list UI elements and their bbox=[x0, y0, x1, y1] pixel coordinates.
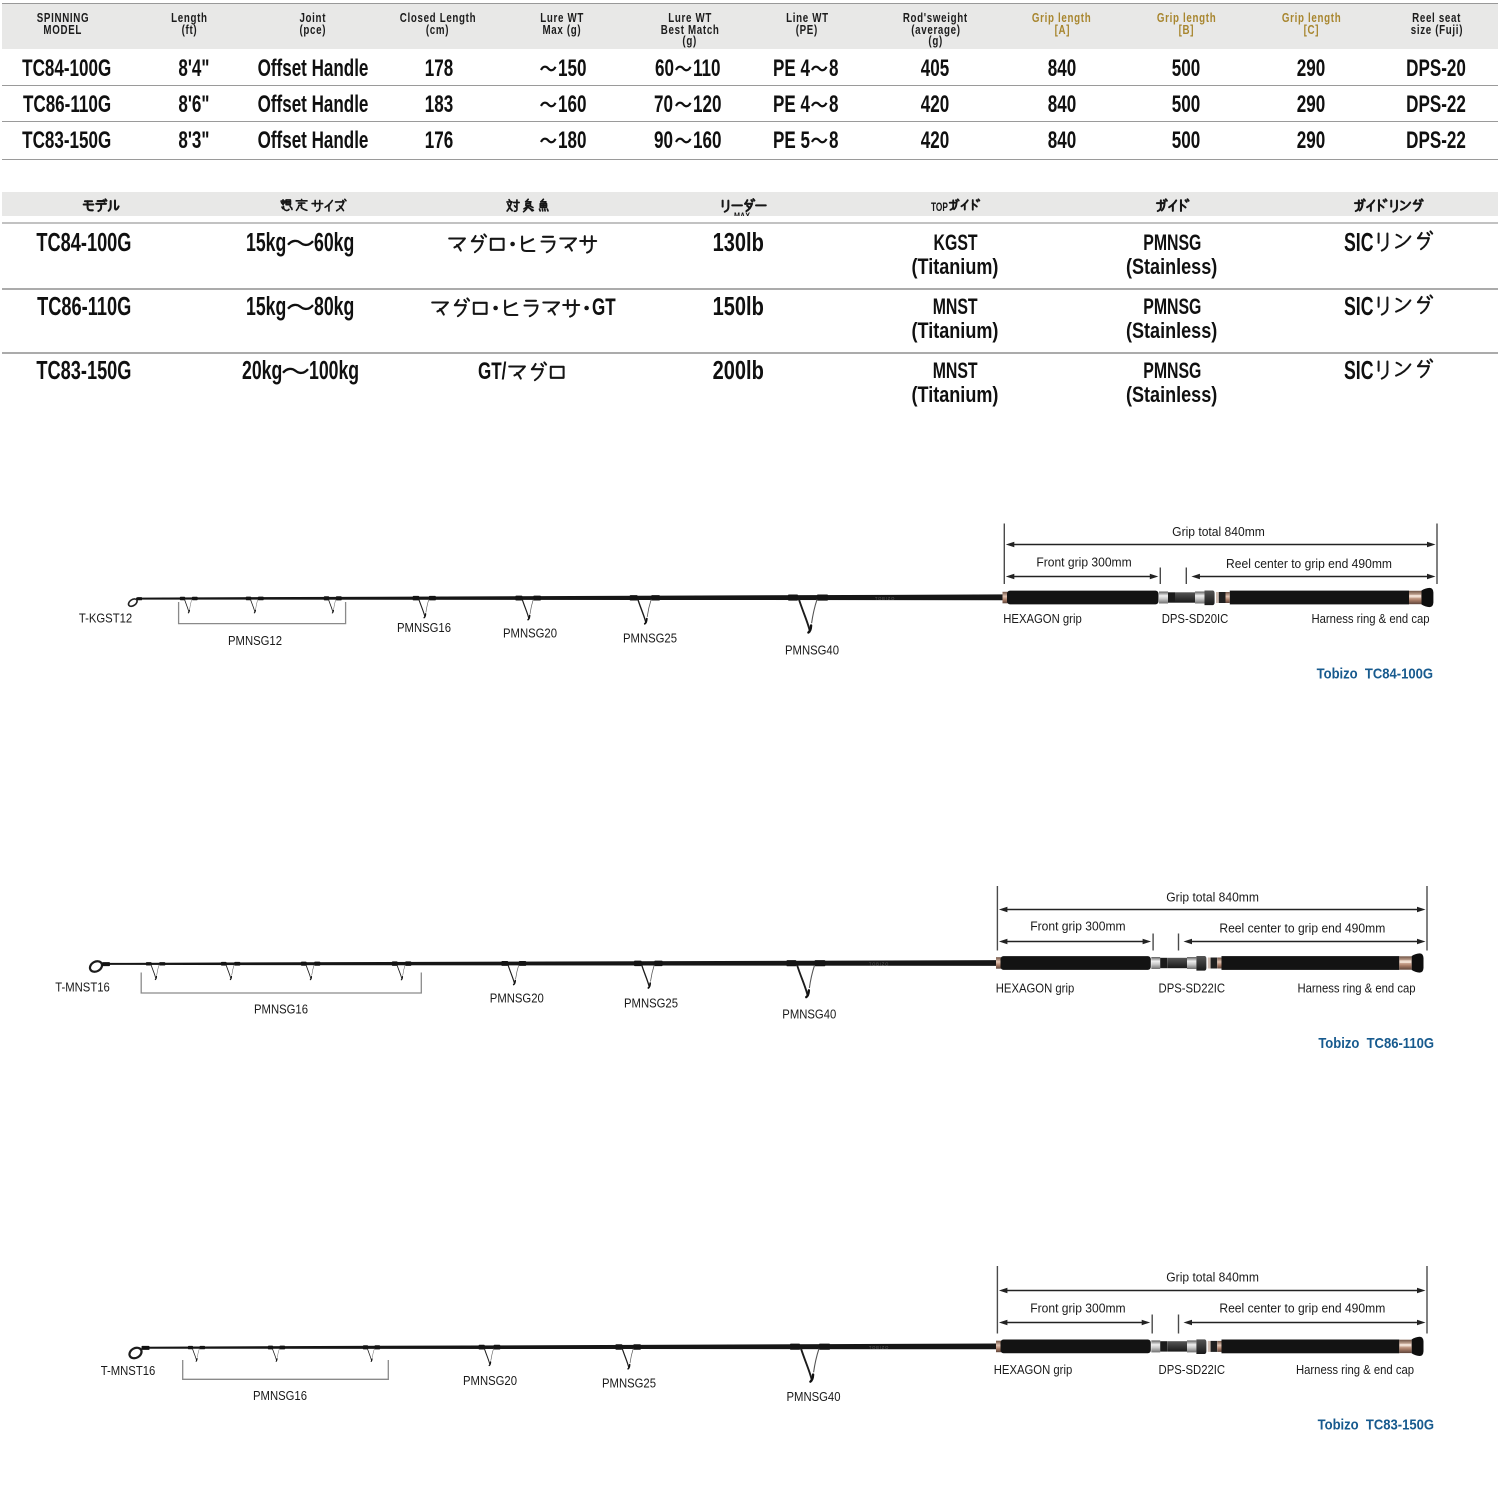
svg-text:PMNSG40: PMNSG40 bbox=[782, 1007, 836, 1022]
svg-text:SIC: SIC bbox=[1344, 228, 1373, 257]
svg-text:PMNSG16: PMNSG16 bbox=[253, 1388, 307, 1403]
svg-text:PMNSG40: PMNSG40 bbox=[785, 643, 839, 658]
svg-text:PMNSG16: PMNSG16 bbox=[397, 620, 451, 635]
svg-text:80kg: 80kg bbox=[314, 292, 354, 321]
svg-text:Front grip 300mm: Front grip 300mm bbox=[1030, 1301, 1125, 1315]
svg-text:8: 8 bbox=[829, 127, 838, 154]
svg-text:Reel center to grip end 490mm: Reel center to grip end 490mm bbox=[1219, 1301, 1385, 1315]
svg-text:TOBIZO: TOBIZO bbox=[875, 596, 895, 601]
svg-text:110: 110 bbox=[693, 55, 720, 82]
svg-text:Harness ring & end cap: Harness ring & end cap bbox=[1311, 611, 1429, 626]
svg-text:20kg: 20kg bbox=[242, 356, 282, 385]
svg-text:PMNSG25: PMNSG25 bbox=[623, 631, 677, 646]
svg-text:Front grip 300mm: Front grip 300mm bbox=[1036, 555, 1131, 569]
svg-text:DPS-SD20IC: DPS-SD20IC bbox=[1162, 611, 1229, 626]
svg-text:Tobizo TC83-150G: Tobizo TC83-150G bbox=[1318, 1417, 1434, 1433]
svg-text:160: 160 bbox=[558, 91, 586, 118]
svg-text:60: 60 bbox=[655, 55, 674, 82]
svg-text:60kg: 60kg bbox=[314, 228, 354, 257]
svg-text:DPS-SD22IC: DPS-SD22IC bbox=[1159, 981, 1226, 996]
svg-text:PMNSG16: PMNSG16 bbox=[254, 1002, 308, 1017]
svg-text:PE 4: PE 4 bbox=[773, 91, 810, 118]
svg-text:PMNSG20: PMNSG20 bbox=[490, 991, 544, 1006]
svg-text:PMNSG40: PMNSG40 bbox=[786, 1389, 840, 1404]
svg-text:160: 160 bbox=[693, 127, 721, 154]
svg-text:TOP: TOP bbox=[931, 202, 948, 215]
svg-text:100kg: 100kg bbox=[309, 356, 359, 385]
svg-text:90: 90 bbox=[654, 127, 673, 154]
svg-text:HEXAGON grip: HEXAGON grip bbox=[994, 1362, 1073, 1377]
svg-text:Grip total 840mm: Grip total 840mm bbox=[1166, 1270, 1259, 1284]
svg-text:15kg: 15kg bbox=[246, 292, 286, 321]
svg-text:GT: GT bbox=[592, 294, 616, 321]
svg-text:180: 180 bbox=[558, 127, 586, 154]
svg-text:SIC: SIC bbox=[1344, 292, 1373, 321]
svg-text:Grip total 840mm: Grip total 840mm bbox=[1166, 890, 1259, 904]
svg-text:PMNSG20: PMNSG20 bbox=[463, 1373, 517, 1388]
svg-text:Grip total 840mm: Grip total 840mm bbox=[1172, 525, 1265, 539]
svg-text:T-MNST16: T-MNST16 bbox=[101, 1363, 156, 1378]
svg-text:150: 150 bbox=[558, 55, 586, 82]
svg-text:8: 8 bbox=[829, 91, 838, 118]
svg-text:70: 70 bbox=[654, 91, 673, 118]
svg-text:PMNSG12: PMNSG12 bbox=[228, 633, 282, 648]
svg-text:PMNSG20: PMNSG20 bbox=[503, 626, 557, 641]
svg-text:PE 5: PE 5 bbox=[773, 127, 810, 154]
svg-text:Harness ring & end cap: Harness ring & end cap bbox=[1297, 981, 1415, 996]
svg-text:Reel center to grip end 490mm: Reel center to grip end 490mm bbox=[1226, 557, 1392, 571]
svg-text:Tobizo TC86-110G: Tobizo TC86-110G bbox=[1318, 1035, 1434, 1051]
svg-text:SIC: SIC bbox=[1344, 356, 1373, 385]
svg-text:DPS-SD22IC: DPS-SD22IC bbox=[1159, 1362, 1226, 1377]
svg-text:120: 120 bbox=[693, 91, 721, 118]
svg-text:T-MNST16: T-MNST16 bbox=[55, 980, 110, 995]
svg-text:Tobizo TC84-100G: Tobizo TC84-100G bbox=[1317, 666, 1433, 682]
svg-text:8: 8 bbox=[829, 55, 838, 82]
svg-text:GT/: GT/ bbox=[478, 358, 507, 385]
svg-text:Front grip 300mm: Front grip 300mm bbox=[1030, 919, 1125, 933]
svg-text:HEXAGON grip: HEXAGON grip bbox=[1003, 611, 1082, 626]
svg-text:PE 4: PE 4 bbox=[773, 55, 810, 82]
svg-text:PMNSG25: PMNSG25 bbox=[602, 1376, 656, 1391]
svg-text:PMNSG25: PMNSG25 bbox=[624, 996, 678, 1011]
svg-text:TOBIZO: TOBIZO bbox=[869, 1345, 889, 1350]
svg-text:Harness ring & end cap: Harness ring & end cap bbox=[1296, 1362, 1414, 1377]
svg-text:HEXAGON grip: HEXAGON grip bbox=[996, 981, 1075, 996]
svg-text:TOBIZO: TOBIZO bbox=[869, 962, 889, 967]
svg-text:Reel center to grip end 490mm: Reel center to grip end 490mm bbox=[1219, 921, 1385, 935]
svg-text:15kg: 15kg bbox=[246, 228, 286, 257]
svg-text:T-KGST12: T-KGST12 bbox=[79, 611, 133, 626]
